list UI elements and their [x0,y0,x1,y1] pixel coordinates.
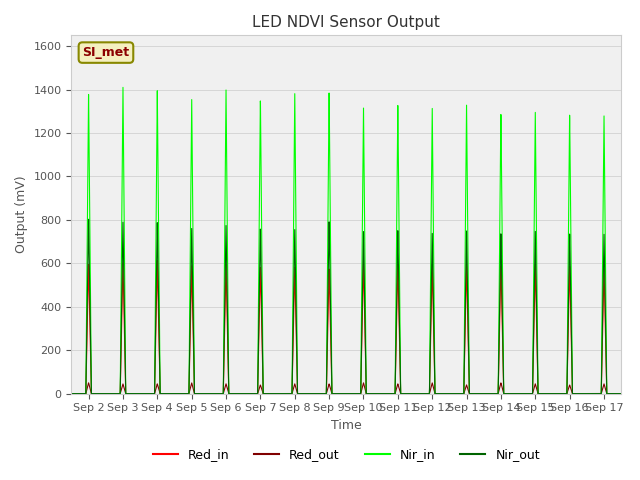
Line: Red_out: Red_out [72,383,621,394]
Red_in [618,391,625,396]
Nir_out [84,216,92,222]
Nir_in [397,391,405,396]
Title: LED NDVI Sensor Output: LED NDVI Sensor Output [252,15,440,30]
Red_out [425,391,433,396]
Line: Nir_in: Nir_in [72,87,621,394]
Nir_out [397,391,405,396]
Red_in [425,391,433,396]
Red_in [278,391,285,396]
Nir_out [520,391,527,396]
Line: Red_in: Red_in [72,261,621,394]
Red_in [68,391,76,396]
Legend: Red_in, Red_out, Nir_in, Nir_out: Red_in, Red_out, Nir_in, Nir_out [148,443,545,466]
Nir_in [618,391,625,396]
Red_out [397,391,405,396]
Nir_out [168,391,175,396]
Nir_in [119,84,127,90]
Nir_in [520,391,527,396]
Red_in [397,391,405,396]
Y-axis label: Output (mV): Output (mV) [15,176,28,253]
Red_out [618,391,625,396]
Nir_out [278,391,285,396]
Red_out [520,391,527,396]
Nir_out [618,391,625,396]
Red_out [278,391,285,396]
Nir_in [68,391,76,396]
Nir_in [168,391,175,396]
Nir_out [478,391,486,396]
Red_in [360,258,367,264]
X-axis label: Time: Time [331,419,362,432]
Nir_in [278,391,285,396]
Nir_out [68,391,76,396]
Red_out [68,391,76,396]
Red_out [84,380,92,386]
Red_in [478,391,486,396]
Line: Nir_out: Nir_out [72,219,621,394]
Red_out [478,391,486,396]
Nir_in [425,391,433,396]
Red_out [168,391,175,396]
Text: SI_met: SI_met [83,46,129,59]
Nir_in [478,391,486,396]
Nir_out [425,391,433,396]
Red_in [168,391,175,396]
Red_in [520,391,527,396]
